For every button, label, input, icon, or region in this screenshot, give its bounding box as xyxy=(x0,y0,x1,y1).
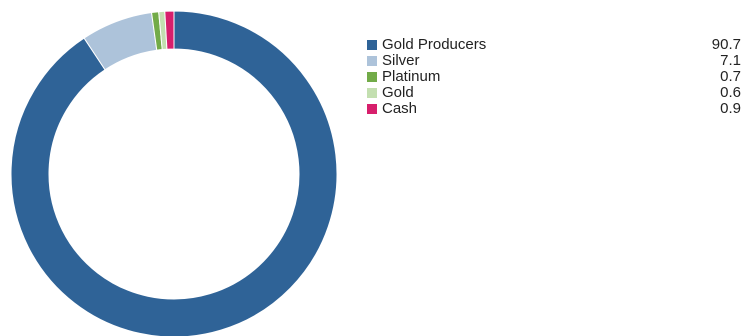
legend-value-gold: 0.6 xyxy=(720,84,741,101)
donut-slices xyxy=(10,10,338,336)
legend-swatch-gold xyxy=(367,88,377,98)
legend-value-silver: 7.1 xyxy=(720,52,741,69)
legend-label-gold-producers: Gold Producers xyxy=(382,36,487,53)
legend-value-platinum: 0.7 xyxy=(720,68,741,85)
legend-label-platinum: Platinum xyxy=(382,68,441,85)
legend-swatch-platinum xyxy=(367,72,377,82)
legend-row-gold-producers: Gold Producers 90.7 xyxy=(367,37,741,53)
legend-swatch-cash xyxy=(367,104,377,114)
slice-gold-producers xyxy=(10,10,338,336)
slice-cash xyxy=(164,10,175,50)
legend-value-gold-producers: 90.7 xyxy=(711,36,741,53)
legend-swatch-silver xyxy=(367,56,377,66)
legend-row-cash: Cash 0.9 xyxy=(367,101,741,117)
legend-row-silver: Silver 7.1 xyxy=(367,53,741,69)
legend-label-gold: Gold xyxy=(382,84,414,101)
legend-label-cash: Cash xyxy=(382,100,418,117)
donut-chart xyxy=(10,10,338,336)
legend-row-platinum: Platinum 0.7 xyxy=(367,69,741,85)
legend-label-silver: Silver xyxy=(382,52,420,69)
legend: Gold Producers 90.7 Silver 7.1 Platinum … xyxy=(367,37,741,117)
legend-swatch-gold-producers xyxy=(367,40,377,50)
legend-value-cash: 0.9 xyxy=(720,100,741,117)
legend-row-gold: Gold 0.6 xyxy=(367,85,741,101)
